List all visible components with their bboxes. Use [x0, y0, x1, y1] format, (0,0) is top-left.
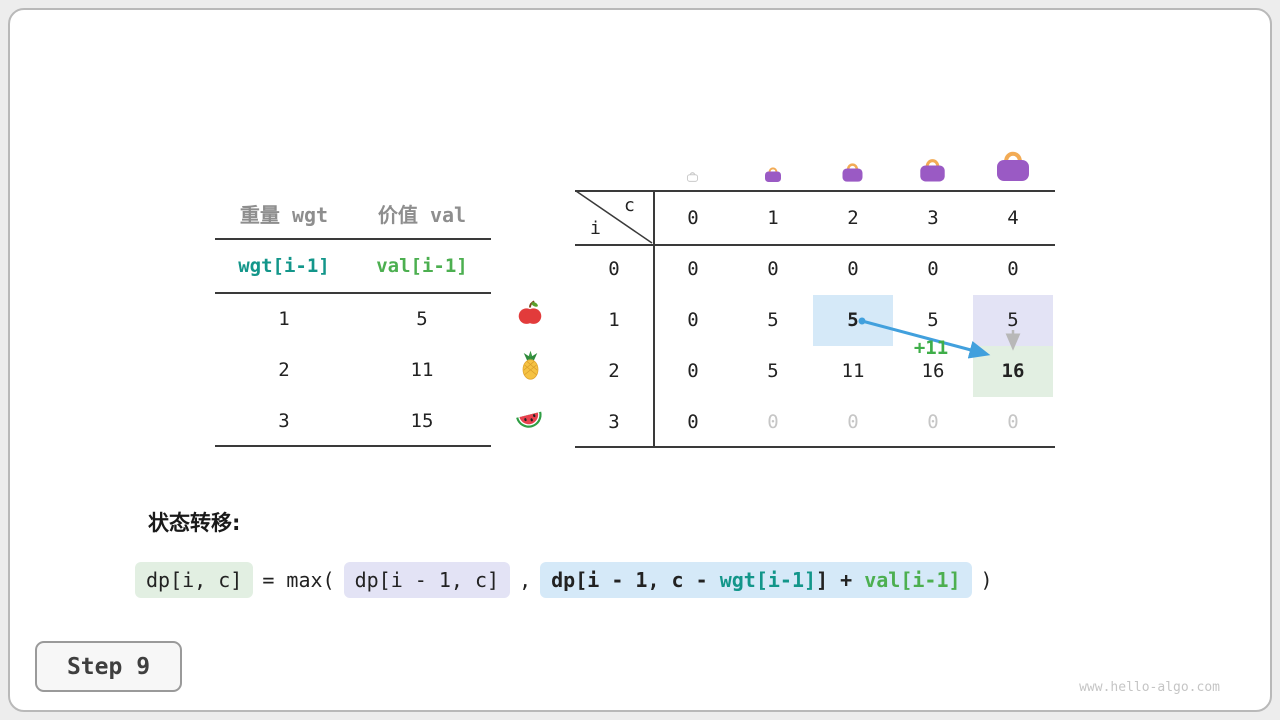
weights-var-row: wgt[i-1] val[i-1] [215, 240, 491, 294]
value-value: 11 [410, 359, 434, 381]
weight-value: 3 [278, 410, 290, 432]
dp-row-label-1: 1 [608, 309, 620, 331]
dp-table-header-border [575, 244, 1055, 246]
dp-row-label-3: 3 [608, 411, 620, 433]
formula-take-infix: ] + [816, 568, 865, 592]
formula-option-keep: dp[i - 1, c] [343, 562, 511, 598]
dp-cell-1-0: 0 [687, 309, 699, 331]
dp-col-header-3: 3 [927, 207, 939, 229]
watermelon-icon [514, 406, 545, 432]
dp-cell-2-2: 11 [841, 360, 865, 382]
dp-cell-1-4: 5 [973, 295, 1053, 346]
dp-cell-2-0: 0 [687, 360, 699, 382]
transition-title: 状态转移: [148, 511, 241, 535]
apple-icon [516, 299, 544, 327]
dp-cell-2-1: 5 [767, 360, 779, 382]
formula-option-take: dp[i - 1, c - wgt[i-1]] + val[i-1] [540, 562, 972, 598]
dp-col-header-4: 4 [1007, 207, 1019, 229]
dp-table-vertical-border [653, 190, 655, 448]
wgt-var-label: wgt[i-1] [238, 255, 330, 277]
formula-separator: , [519, 568, 532, 592]
corner-col-var: c [624, 195, 635, 216]
dp-cell-0-4: 0 [1007, 258, 1019, 280]
dp-col-header-1: 1 [767, 207, 779, 229]
value-value: 15 [410, 410, 434, 432]
dp-cell-3-2: 0 [847, 411, 859, 433]
dp-cell-2-4: 16 [973, 346, 1053, 397]
step-badge: Step 9 [35, 641, 182, 692]
dp-table-top-border [575, 190, 1055, 192]
transition-formula: dp[i, c] = max( dp[i - 1, c] , dp[i - 1,… [135, 562, 993, 598]
formula-take-wgt: wgt[i-1] [719, 568, 817, 592]
val-var-label: val[i-1] [376, 255, 468, 277]
dp-cell-0-0: 0 [687, 258, 699, 280]
weights-col-val: 价值 val [377, 203, 467, 227]
bag-icon-capacity-1 [763, 164, 783, 183]
value-value: 5 [416, 308, 428, 330]
corner-diagonal-line [575, 190, 653, 244]
formula-closing-paren: ) [980, 568, 993, 592]
dp-col-header-2: 2 [847, 207, 859, 229]
dp-cell-0-1: 0 [767, 258, 779, 280]
bag-icon-capacity-2 [840, 159, 865, 183]
dp-cell-2-3: 16 [921, 360, 945, 382]
bag-icon-capacity-4 [993, 145, 1033, 183]
dp-table-bottom-border [575, 446, 1055, 448]
weight-value: 2 [278, 359, 290, 381]
pineapple-icon [517, 350, 544, 380]
dp-cell-0-2: 0 [847, 258, 859, 280]
dp-cell-1-2: 5 [813, 295, 893, 346]
weights-table: 重量 wgt 价值 val wgt[i-1] val[i-1] 1 5 2 11… [215, 192, 491, 447]
dp-cell-3-0: 0 [687, 411, 699, 433]
add-value-annotation: +11 [913, 337, 949, 359]
corner-row-var: i [590, 218, 601, 239]
dp-cell-0-3: 0 [927, 258, 939, 280]
dp-cell-3-4: 0 [1007, 411, 1019, 433]
weights-row-2: 2 11 [215, 345, 491, 396]
dp-col-header-0: 0 [687, 207, 699, 229]
dp-cell-3-3: 0 [927, 411, 939, 433]
weight-value: 1 [278, 308, 290, 330]
formula-lhs: dp[i, c] [135, 562, 254, 598]
bag-icon-capacity-3 [917, 154, 948, 183]
weights-table-header: 重量 wgt 价值 val [215, 192, 491, 240]
weights-row-1: 1 5 [215, 294, 491, 345]
formula-equals-max: = max( [262, 568, 335, 592]
weights-col-wgt: 重量 wgt [239, 203, 329, 227]
weights-row-3: 3 15 [215, 396, 491, 447]
dp-row-label-0: 0 [608, 258, 620, 280]
formula-take-prefix: dp[i - 1, c - [551, 568, 720, 592]
dp-row-label-2: 2 [608, 360, 620, 382]
bag-icon-capacity-0 [686, 170, 699, 182]
formula-take-val: val[i-1] [864, 568, 961, 592]
watermark: www.hello-algo.com [1079, 680, 1220, 695]
dp-cell-3-1: 0 [767, 411, 779, 433]
dp-cell-1-1: 5 [767, 309, 779, 331]
